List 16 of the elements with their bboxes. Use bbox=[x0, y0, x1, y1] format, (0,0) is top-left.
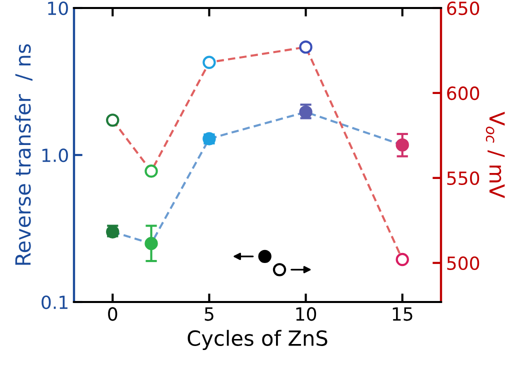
y-tick-label: 1.0 bbox=[42, 148, 68, 162]
x-tick-label: 10 bbox=[296, 307, 316, 321]
y2-tick-label: 550 bbox=[447, 171, 480, 186]
x-tick-label: 0 bbox=[108, 307, 118, 321]
y2-tick-label: 600 bbox=[447, 86, 480, 100]
y-tick-label: 10 bbox=[48, 1, 68, 16]
y2-tick-label: 500 bbox=[447, 256, 480, 270]
point bbox=[144, 236, 158, 250]
x-axis-title: Cycles of ZnS bbox=[188, 330, 328, 350]
x-tick-label: 5 bbox=[204, 307, 214, 321]
y-tick-label: 0.1 bbox=[42, 295, 68, 310]
y-axis-title: Reverse transfer / ns bbox=[14, 44, 32, 265]
point bbox=[396, 138, 409, 152]
x-tick-label: 15 bbox=[392, 307, 412, 321]
y2-tick-label: 650 bbox=[447, 1, 480, 16]
y2-axis-title: V$_{oc}$ / mV bbox=[486, 112, 505, 198]
